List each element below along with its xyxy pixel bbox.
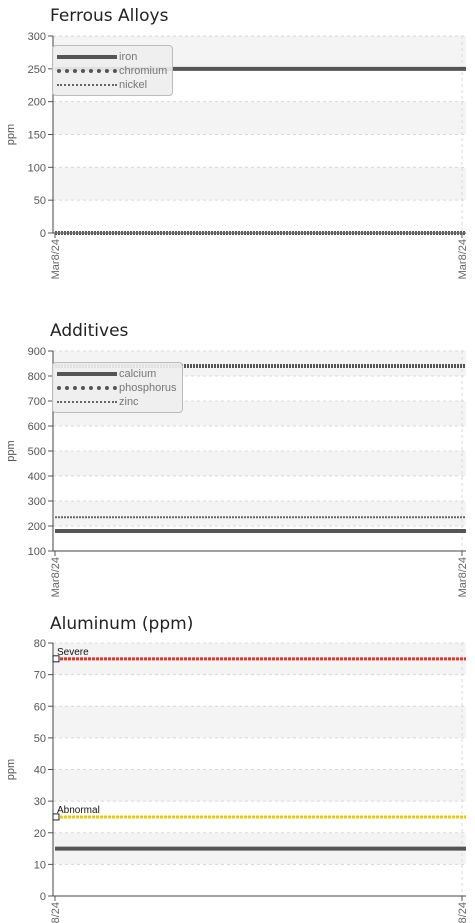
- legend-item: calcium: [57, 367, 177, 381]
- x-tick-label: Mar8/24: [457, 239, 469, 279]
- legend-swatch: [57, 84, 117, 86]
- y-tick-label: 250: [28, 64, 46, 76]
- y-tick-label: 300: [28, 31, 46, 43]
- grid-band: [53, 706, 466, 738]
- chart-title: Aluminum (ppm): [50, 614, 194, 634]
- chart-legend: calcium phosphorus zinc: [52, 362, 183, 413]
- x-tick-label: Mar8/24: [50, 239, 62, 279]
- threshold-marker: [52, 813, 60, 821]
- grid-band: [53, 501, 466, 526]
- threshold-marker: [52, 655, 60, 663]
- y-tick-label: 50: [34, 195, 46, 207]
- legend-label: iron: [119, 51, 138, 63]
- x-tick-label: Mar8/24: [457, 557, 469, 597]
- legend-item: nickel: [57, 78, 167, 92]
- legend-item: phosphorus: [57, 381, 177, 395]
- y-tick-label: 200: [28, 521, 46, 533]
- legend-label: chromium: [119, 65, 168, 77]
- y-tick-label: 70: [34, 670, 46, 682]
- threshold-label: Severe: [57, 647, 89, 658]
- y-tick-label: 60: [34, 701, 46, 713]
- y-tick-label: 500: [28, 446, 46, 458]
- legend-swatch: [57, 401, 117, 403]
- y-tick-label: 150: [28, 130, 46, 142]
- legend-item: iron: [57, 50, 167, 64]
- chart-aluminum: Aluminum (ppm) 0 10 20 30 40 50 60 70 80 ppm Mar8/…: [0, 608, 475, 923]
- y-tick-label: 100: [28, 162, 46, 174]
- y-tick-label: 200: [28, 97, 46, 109]
- grid-band: [53, 101, 466, 135]
- y-axis-label: ppm: [5, 759, 17, 780]
- legend-item: chromium: [57, 64, 167, 78]
- grid-band: [53, 167, 466, 201]
- legend-label: nickel: [119, 79, 148, 91]
- y-tick-label: 10: [34, 859, 46, 871]
- x-tick-label: Mar8/24: [50, 557, 62, 597]
- legend-label: zinc: [119, 396, 139, 408]
- grid-band: [53, 451, 466, 476]
- y-tick-label: 20: [34, 828, 46, 840]
- chart-plot: 0 50 100 150 200 250 300 ppm Mar8/24 Mar8/24: [5, 31, 469, 279]
- y-tick-label: 400: [28, 471, 46, 483]
- legend-swatch: [57, 69, 117, 73]
- legend-item: zinc: [57, 395, 177, 409]
- legend-label: phosphorus: [119, 382, 177, 394]
- chart-additives: Additives 100 200 300 400 500 600 700 800 900 ppm…: [0, 315, 475, 615]
- legend-swatch: [57, 372, 117, 376]
- y-tick-label: 0: [40, 891, 46, 903]
- chart-legend: iron chromium nickel: [52, 45, 174, 96]
- y-tick-label: 300: [28, 496, 46, 508]
- chart-title: Ferrous Alloys: [50, 6, 169, 26]
- y-tick-label: 900: [28, 346, 46, 358]
- y-tick-label: 100: [28, 546, 46, 558]
- threshold-label: Abnormal: [57, 805, 100, 816]
- chart-plot: 100 200 300 400 500 600 700 800 900 ppm Mar8/24 Mar…: [5, 346, 469, 597]
- y-axis-label: ppm: [5, 124, 17, 145]
- x-tick-label: Mar8/24: [457, 902, 469, 923]
- y-tick-label: 800: [28, 371, 46, 383]
- x-tick-label: Mar8/24: [50, 902, 62, 923]
- legend-swatch: [57, 386, 117, 390]
- y-tick-label: 700: [28, 396, 46, 408]
- y-tick-label: 0: [40, 228, 46, 240]
- chart-plot: 0 10 20 30 40 50 60 70 80 ppm Mar8/24 Mar8/24 Severe…: [5, 638, 469, 923]
- y-tick-label: 50: [34, 733, 46, 745]
- chart-ferrous-alloys: Ferrous Alloys 0 50 100 150 200 250 300 ppm Mar8…: [0, 0, 475, 280]
- y-tick-label: 80: [34, 638, 46, 650]
- y-tick-label: 600: [28, 421, 46, 433]
- legend-swatch: [57, 55, 117, 59]
- y-tick-label: 30: [34, 796, 46, 808]
- y-axis-label: ppm: [5, 440, 17, 461]
- chart-title: Additives: [50, 321, 129, 341]
- grid-band: [53, 769, 466, 802]
- y-tick-label: 40: [34, 765, 46, 777]
- legend-label: calcium: [119, 368, 157, 380]
